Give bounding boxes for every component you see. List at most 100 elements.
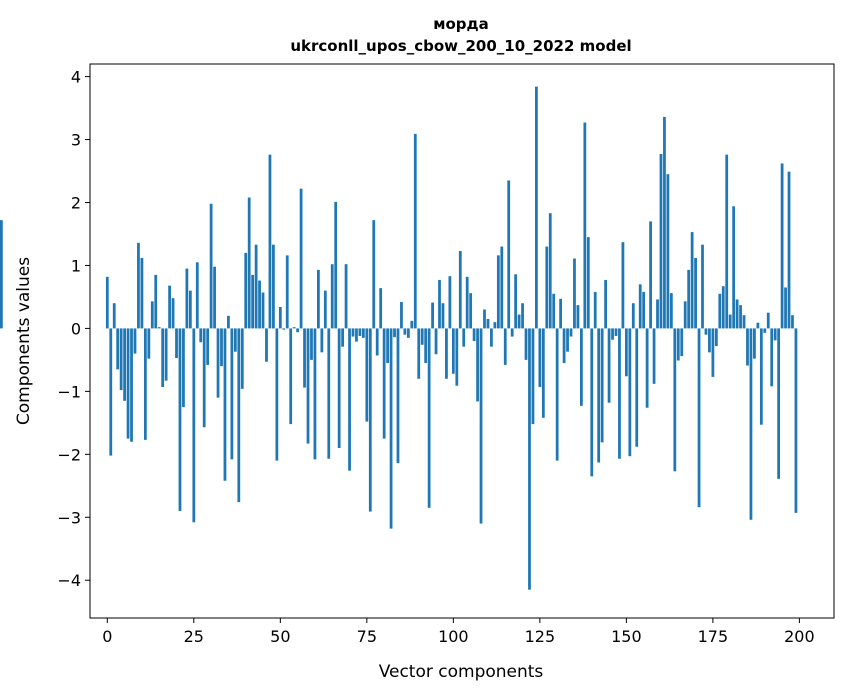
bar <box>206 328 210 365</box>
bar <box>389 328 393 529</box>
bar <box>420 328 424 345</box>
y-tick-label: −3 <box>57 508 81 527</box>
bar <box>247 197 251 329</box>
bar <box>659 154 663 329</box>
bar <box>614 328 618 336</box>
bar <box>704 328 708 335</box>
bar <box>406 328 410 338</box>
bar <box>490 328 493 347</box>
bar <box>573 258 576 329</box>
bar <box>732 206 736 329</box>
chart-title-line-1: морда <box>433 15 489 33</box>
bar <box>410 320 414 329</box>
bar <box>175 328 178 358</box>
x-axis-label: Vector components <box>379 662 544 682</box>
bar <box>272 244 275 329</box>
bar <box>780 163 784 329</box>
y-tick-label: −1 <box>57 382 81 401</box>
bar <box>375 328 379 356</box>
bar <box>393 328 396 338</box>
bar <box>725 154 729 329</box>
bar-series <box>0 86 798 590</box>
bar <box>123 328 126 401</box>
bar <box>351 328 355 337</box>
bar <box>358 328 362 336</box>
bar <box>483 309 486 329</box>
x-tick-label: 0 <box>102 627 112 646</box>
bar <box>209 203 213 329</box>
bar <box>220 328 223 367</box>
bar <box>116 328 120 370</box>
bar <box>133 328 137 354</box>
bar <box>791 315 794 329</box>
bar <box>773 328 777 341</box>
bar <box>517 314 521 329</box>
bar <box>590 328 594 477</box>
bar <box>258 280 261 329</box>
bar <box>763 328 767 333</box>
bar <box>282 328 286 330</box>
bar <box>521 303 524 329</box>
bar <box>642 291 646 329</box>
bar <box>334 201 338 329</box>
bar <box>386 328 389 364</box>
bar <box>112 303 116 329</box>
bar <box>424 328 428 364</box>
bar <box>673 328 677 472</box>
bar <box>635 328 639 447</box>
bar <box>676 328 680 361</box>
bar <box>306 328 310 444</box>
bar <box>562 328 566 364</box>
bar <box>109 328 113 456</box>
bar <box>524 328 528 360</box>
bar <box>130 328 133 442</box>
y-axis: −4 −3 −2 −1 0 1 2 3 4 <box>57 68 90 590</box>
bar <box>493 322 497 329</box>
bar <box>143 328 147 440</box>
bar <box>157 327 161 329</box>
bar <box>652 328 656 384</box>
bar <box>216 328 220 398</box>
bar <box>244 252 248 329</box>
bar <box>361 328 365 338</box>
bar <box>746 328 749 366</box>
bar <box>472 328 476 341</box>
bar <box>714 328 718 347</box>
bar <box>285 255 289 329</box>
bar <box>756 322 760 329</box>
bar <box>631 303 635 329</box>
bar <box>708 328 711 353</box>
bar <box>514 274 518 329</box>
bar <box>510 328 514 337</box>
bar <box>624 328 628 377</box>
bar <box>213 266 216 329</box>
bar <box>694 257 697 329</box>
bar <box>569 328 573 337</box>
bar <box>171 298 175 329</box>
bar <box>618 328 621 459</box>
bar <box>195 262 199 329</box>
plot-frame <box>89 63 835 619</box>
bar <box>278 307 282 329</box>
y-tick-label: 1 <box>71 256 81 275</box>
bar <box>417 328 421 379</box>
bar <box>766 312 770 329</box>
x-tick-label: 200 <box>784 627 815 646</box>
bar <box>126 328 130 439</box>
bar <box>531 328 535 425</box>
bar <box>656 299 659 329</box>
bar <box>330 264 334 329</box>
bar <box>154 274 158 329</box>
bar <box>462 328 466 347</box>
bar <box>379 288 383 329</box>
bar <box>296 328 300 333</box>
bar <box>458 250 462 329</box>
bar <box>438 279 441 329</box>
bar <box>254 244 258 329</box>
x-tick-label: 75 <box>357 627 377 646</box>
bar <box>680 328 684 357</box>
bar <box>240 328 244 389</box>
x-tick-label: 125 <box>525 627 556 646</box>
bar <box>237 328 241 503</box>
bar <box>251 274 255 329</box>
